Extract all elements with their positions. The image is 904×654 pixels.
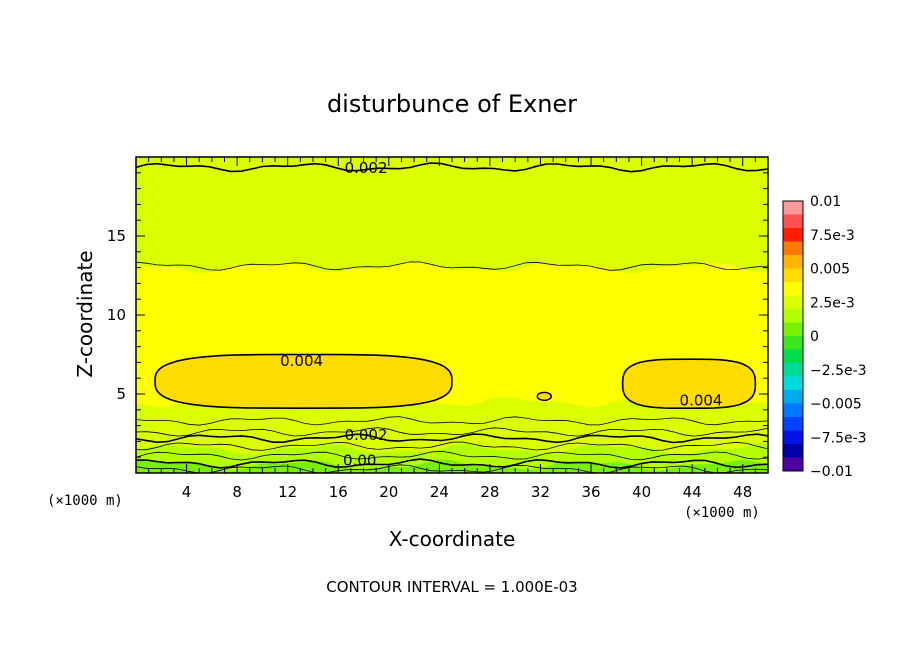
x-tick-label: 16 <box>329 483 348 501</box>
x-tick-label: 40 <box>632 483 651 501</box>
x-tick-label: 48 <box>733 483 752 501</box>
x-tick-label: 20 <box>379 483 398 501</box>
colorbar-swatch <box>783 444 803 458</box>
colorbar-swatch <box>783 268 803 283</box>
small-maximum <box>536 391 552 402</box>
colorbar-frame <box>782 200 804 472</box>
x-tick-label: 4 <box>182 483 192 501</box>
colorbar-swatch <box>783 403 803 418</box>
colorbar-swatch <box>783 295 803 310</box>
maximum-1 <box>621 358 757 409</box>
contour-label: 0.002 <box>345 159 388 177</box>
x-tick-label: 32 <box>531 483 550 501</box>
band-2 <box>136 261 768 333</box>
colorbar-tick-label: −0.01 <box>810 464 853 480</box>
colorbar-tick-label: 7.5e-3 <box>810 228 855 244</box>
x-tick-label: 12 <box>278 483 297 501</box>
contour-line <box>136 450 768 461</box>
contour-label: 0.004 <box>280 352 323 370</box>
x-tick-label: 24 <box>430 483 449 501</box>
contour-line <box>136 162 768 173</box>
contour-line <box>136 441 768 451</box>
contour-line <box>136 433 768 444</box>
chart-title: disturbunce of Exner <box>327 90 577 118</box>
colorbar-swatch <box>783 228 803 242</box>
colorbar-swatch <box>783 241 803 256</box>
colorbar-tick-label: 0 <box>810 329 819 345</box>
y-tick-label: 10 <box>107 306 126 324</box>
colorbar-swatch <box>783 309 803 323</box>
colorbar-tick-label: −2.5e-3 <box>810 363 867 379</box>
y-axis-label: Z-coordinate <box>73 250 97 377</box>
colorbar-swatch <box>783 322 803 337</box>
colorbar-swatch <box>783 201 803 215</box>
x-unit-left: (×1000 m) <box>47 493 123 509</box>
band-1 <box>136 174 768 278</box>
colorbar-tick-label: 0.01 <box>810 194 841 210</box>
band-7 <box>136 459 768 473</box>
plot-area: 0.002 0.004 0.004 0.002 0.00 <box>136 157 768 473</box>
x-axis-label: X-coordinate <box>389 527 516 551</box>
filled-contours: 0.002 0.004 0.004 0.002 0.00 <box>136 157 768 473</box>
contour-line <box>136 416 768 426</box>
colorbar-tick-label: 0.005 <box>810 262 850 278</box>
colorbar-tick-label: −0.005 <box>810 397 862 413</box>
colorbar-swatch <box>783 336 803 350</box>
y-tick-label: 5 <box>116 385 126 403</box>
colorbar-swatch <box>783 214 803 229</box>
colorbar-swatch <box>783 390 803 404</box>
contour-label: 0.004 <box>680 391 723 409</box>
colorbar-tick-label: −7.5e-3 <box>810 430 867 446</box>
colorbar: 0.01 7.5e-3 0.005 2.5e-3 0 −2.5e-3 −0.005 −7.5e… <box>782 194 867 480</box>
contour-label: 0.00 <box>343 451 376 469</box>
colorbar-swatch <box>783 349 803 364</box>
colorbar-swatch <box>783 363 803 377</box>
colorbar-swatch <box>783 430 803 445</box>
colorbar-swatch <box>783 376 803 391</box>
contour-line <box>136 427 768 437</box>
y-tick-label: 15 <box>107 227 126 245</box>
x-tick-label: 36 <box>581 483 600 501</box>
contour-label: 0.002 <box>345 426 388 444</box>
maximum-0 <box>154 353 453 410</box>
x-unit-right: (×1000 m) <box>684 505 760 521</box>
colorbar-tick-label: 2.5e-3 <box>810 295 855 311</box>
colorbar-swatch <box>783 255 803 269</box>
colorbar-swatch <box>783 417 803 431</box>
colorbar-swatch <box>783 457 803 472</box>
x-tick-label: 8 <box>232 483 242 501</box>
contour-interval: CONTOUR INTERVAL = 1.000E-03 <box>326 578 577 596</box>
contour-line <box>136 458 768 469</box>
colorbar-swatch <box>783 282 803 296</box>
x-tick-label: 28 <box>480 483 499 501</box>
x-tick-label: 44 <box>683 483 702 501</box>
contour-line <box>136 261 768 271</box>
